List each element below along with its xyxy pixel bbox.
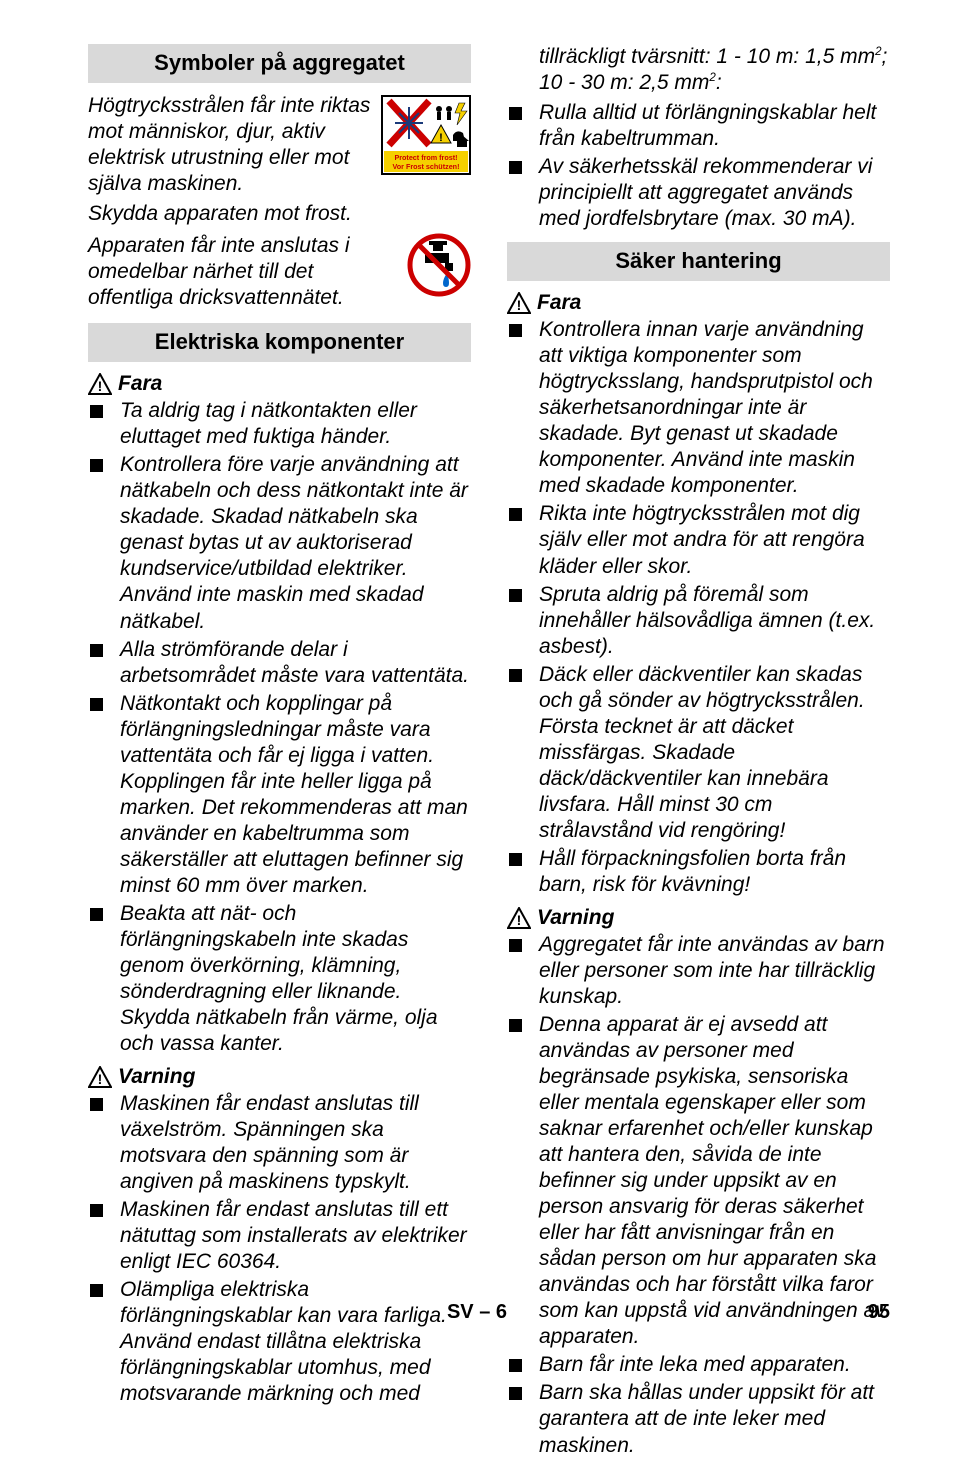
para-tap: Apparaten får inte anslutas i omedelbar … (88, 233, 471, 315)
svg-text:!: ! (517, 912, 522, 928)
page: Symboler på aggregatet Högtrycksstrålen … (0, 0, 954, 1354)
section-header-symbols: Symboler på aggregatet (88, 44, 471, 83)
warning-triangle-icon: ! (88, 373, 112, 395)
frost-warning-icon: Protect from frost! Vor Frost schützen! (381, 95, 471, 175)
svg-text:!: ! (98, 378, 103, 394)
fara-list-2: Kontrollera innan varje användning att v… (507, 317, 890, 898)
list-item: Maskinen får endast anslutas till växels… (88, 1091, 471, 1195)
footer-label: SV – 6 (0, 1301, 954, 1324)
no-tap-water-icon (407, 233, 471, 297)
fara-list-1: Ta aldrig tag i nätkontakten eller elutt… (88, 398, 471, 1057)
page-number: 95 (868, 1301, 890, 1324)
list-item: Kontrollera innan varje användning att v… (507, 317, 890, 499)
hazard-label: Varning (118, 1065, 195, 1089)
list-item: Ta aldrig tag i nätkontakten eller elutt… (88, 398, 471, 450)
list-item: Håll förpackningsfolien borta från barn,… (507, 846, 890, 898)
list-item: Olämpliga elektriska förlängningskablar … (88, 1277, 471, 1407)
list-item: Däck eller däckventiler kan skadas och g… (507, 662, 890, 844)
hazard-fara-2: ! Fara (507, 291, 890, 315)
svg-text:!: ! (439, 132, 443, 144)
svg-text:Protect from frost!: Protect from frost! (394, 153, 457, 162)
continuation-text: tillräckligt tvärsnitt: 1 - 10 m: 1,5 mm… (507, 44, 890, 96)
list-item: Spruta aldrig på föremål som innehåller … (507, 582, 890, 660)
hazard-varning-1: ! Varning (88, 1065, 471, 1089)
warning-triangle-icon: ! (88, 1066, 112, 1088)
list-item: Alla strömförande delar i arbetsområdet … (88, 637, 471, 689)
list-item: Barn ska hållas under uppsikt för att ga… (507, 1380, 890, 1458)
list-item: Kontrollera före varje användning att nä… (88, 452, 471, 634)
frost-text-1: Högtrycksstrålen får inte riktas mot män… (88, 93, 371, 197)
list-item: Barn får inte leka med apparaten. (507, 1352, 890, 1378)
section-header-electrical: Elektriska komponenter (88, 323, 471, 362)
list-item: Rikta inte högtrycksstrålen mot dig själ… (507, 501, 890, 579)
frost-text-2: Skydda apparaten mot frost. (88, 201, 371, 227)
hazard-fara-1: ! Fara (88, 372, 471, 396)
section-header-safe-handling: Säker hantering (507, 242, 890, 281)
list-item: Aggregatet får inte användas av barn ell… (507, 932, 890, 1010)
continuation-list: Rulla alltid ut förlängningskablar helt … (507, 100, 890, 232)
list-item: Av säkerhetsskäl rekommenderar vi princi… (507, 154, 890, 232)
hazard-label: Fara (118, 372, 162, 396)
para-frost: Högtrycksstrålen får inte riktas mot män… (88, 93, 471, 231)
list-item: Beakta att nät- och förlängningskabeln i… (88, 901, 471, 1057)
left-column: Symboler på aggregatet Högtrycksstrålen … (88, 44, 471, 1461)
list-item: Rulla alltid ut förlängningskablar helt … (507, 100, 890, 152)
svg-text:Vor Frost schützen!: Vor Frost schützen! (393, 162, 460, 171)
right-column: tillräckligt tvärsnitt: 1 - 10 m: 1,5 mm… (507, 44, 890, 1461)
varning-list-1: Maskinen får endast anslutas till växels… (88, 1091, 471, 1407)
hazard-varning-2: ! Varning (507, 906, 890, 930)
hazard-label: Fara (537, 291, 581, 315)
svg-text:!: ! (98, 1071, 103, 1087)
hazard-label: Varning (537, 906, 614, 930)
warning-triangle-icon: ! (507, 292, 531, 314)
list-item: Maskinen får endast anslutas till ett nä… (88, 1197, 471, 1275)
svg-text:!: ! (517, 297, 522, 313)
varning-list-2: Aggregatet får inte användas av barn ell… (507, 932, 890, 1459)
tap-text: Apparaten får inte anslutas i omedelbar … (88, 233, 397, 311)
list-item: Denna apparat är ej avsedd att användas … (507, 1012, 890, 1350)
columns: Symboler på aggregatet Högtrycksstrålen … (88, 44, 890, 1461)
warning-triangle-icon: ! (507, 907, 531, 929)
list-item: Nätkontakt och kopplingar på förlängning… (88, 691, 471, 899)
